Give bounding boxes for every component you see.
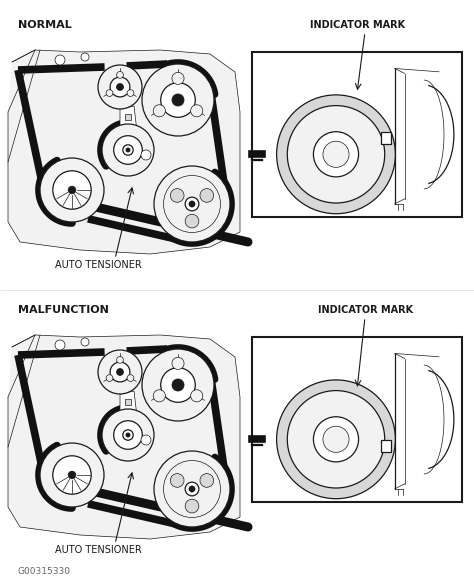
Circle shape xyxy=(127,375,134,381)
Circle shape xyxy=(323,141,349,167)
Polygon shape xyxy=(120,106,138,155)
Circle shape xyxy=(277,380,395,498)
Circle shape xyxy=(189,201,195,207)
Circle shape xyxy=(191,390,203,402)
Circle shape xyxy=(126,148,130,152)
Circle shape xyxy=(110,362,130,382)
Circle shape xyxy=(153,390,165,402)
Circle shape xyxy=(287,106,385,203)
Circle shape xyxy=(106,375,113,381)
Text: AUTO TENSIONER: AUTO TENSIONER xyxy=(55,260,142,270)
Circle shape xyxy=(81,53,89,61)
Polygon shape xyxy=(8,50,240,254)
Polygon shape xyxy=(8,335,240,539)
Circle shape xyxy=(102,409,154,461)
Circle shape xyxy=(172,72,184,85)
Circle shape xyxy=(172,94,184,106)
Circle shape xyxy=(141,150,151,160)
Circle shape xyxy=(172,357,184,370)
Circle shape xyxy=(114,136,142,164)
Circle shape xyxy=(142,64,214,136)
Circle shape xyxy=(277,95,395,214)
Circle shape xyxy=(55,55,65,65)
Circle shape xyxy=(154,166,230,242)
Circle shape xyxy=(313,417,358,462)
Circle shape xyxy=(40,443,104,507)
Circle shape xyxy=(153,105,165,117)
Circle shape xyxy=(114,421,142,449)
Circle shape xyxy=(53,456,91,494)
Circle shape xyxy=(102,124,154,176)
Bar xyxy=(125,114,131,120)
Circle shape xyxy=(185,499,199,513)
Circle shape xyxy=(185,482,199,496)
Circle shape xyxy=(68,471,76,479)
Text: INDICATOR MARK: INDICATOR MARK xyxy=(310,20,405,30)
Circle shape xyxy=(161,83,195,117)
Circle shape xyxy=(117,83,123,90)
Text: AUTO TENSIONER: AUTO TENSIONER xyxy=(55,545,142,555)
Circle shape xyxy=(172,379,184,391)
Bar xyxy=(125,399,131,405)
Circle shape xyxy=(123,430,133,440)
Circle shape xyxy=(110,77,130,97)
Bar xyxy=(252,337,462,502)
Circle shape xyxy=(200,189,214,202)
Circle shape xyxy=(185,197,199,211)
Circle shape xyxy=(106,90,113,96)
Text: INDICATOR MARK: INDICATOR MARK xyxy=(318,305,413,315)
Circle shape xyxy=(313,132,358,177)
Circle shape xyxy=(170,189,184,202)
Text: NORMAL: NORMAL xyxy=(18,20,72,30)
Circle shape xyxy=(287,391,385,488)
Circle shape xyxy=(123,145,133,155)
Circle shape xyxy=(200,473,214,487)
Circle shape xyxy=(154,451,230,527)
Circle shape xyxy=(117,72,123,78)
Circle shape xyxy=(68,186,76,194)
Circle shape xyxy=(81,338,89,346)
Circle shape xyxy=(117,368,123,375)
Bar xyxy=(381,440,391,452)
Bar xyxy=(381,132,391,143)
Circle shape xyxy=(126,433,130,437)
Text: G00315330: G00315330 xyxy=(18,567,71,576)
Circle shape xyxy=(142,349,214,421)
Circle shape xyxy=(191,105,203,117)
Circle shape xyxy=(55,340,65,350)
Circle shape xyxy=(170,473,184,487)
Bar xyxy=(252,52,462,217)
Circle shape xyxy=(185,215,199,228)
Circle shape xyxy=(117,357,123,363)
Polygon shape xyxy=(120,391,138,440)
Circle shape xyxy=(141,435,151,445)
Text: MALFUNCTION: MALFUNCTION xyxy=(18,305,109,315)
Circle shape xyxy=(98,350,142,394)
Circle shape xyxy=(323,426,349,452)
Circle shape xyxy=(98,65,142,109)
Circle shape xyxy=(189,486,195,492)
Circle shape xyxy=(53,171,91,209)
Circle shape xyxy=(40,158,104,222)
Circle shape xyxy=(127,90,134,96)
Circle shape xyxy=(161,368,195,402)
